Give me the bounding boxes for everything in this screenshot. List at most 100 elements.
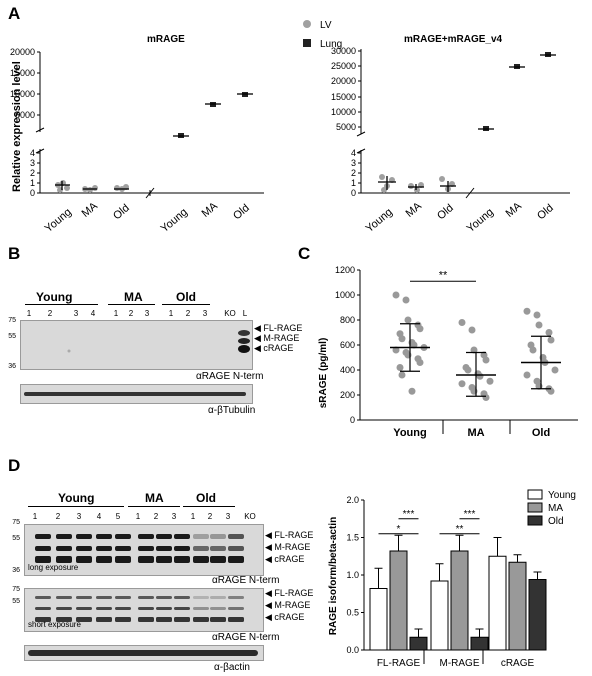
- right-ytick-20000: 20000: [331, 76, 356, 86]
- panel-label-d: D: [8, 456, 21, 475]
- blot-b-band-m-text: M-RAGE: [263, 333, 300, 343]
- blot-d-antibody-3: α-βactin: [214, 662, 250, 673]
- blot-b-lane: 3: [144, 309, 150, 318]
- data-point: [486, 377, 494, 385]
- blot-band: [228, 617, 244, 622]
- blot-b-group-ma: MA: [124, 290, 143, 304]
- x-tick-label: Old: [532, 427, 550, 439]
- blot-b-mw-55: 55: [8, 333, 16, 340]
- right-xtick-ma-lv: MA: [404, 200, 425, 220]
- data-point: [392, 291, 400, 299]
- significance-label: ***: [403, 509, 415, 520]
- right-ytick-10000: 10000: [331, 107, 356, 117]
- data-point: [398, 371, 406, 379]
- data-point: [398, 335, 406, 343]
- left-lung-points: [178, 92, 248, 138]
- panel-label-a: A: [8, 4, 21, 23]
- blot-d1-band-c-text: cRAGE: [274, 554, 305, 564]
- blot-band: [174, 546, 190, 551]
- blot-band: [56, 534, 72, 539]
- panel-label-c: C: [298, 244, 311, 263]
- left-ytick-3: 3: [30, 158, 35, 168]
- blot-band: [193, 556, 209, 563]
- blot-band: [96, 534, 112, 539]
- blot-d-short: short exposure: [24, 588, 264, 632]
- left-ytick-4: 4: [30, 148, 35, 158]
- blot-band: [138, 596, 154, 599]
- y-tick-label: 0.5: [346, 608, 359, 618]
- blot-band: [115, 607, 131, 610]
- bar: [430, 580, 449, 651]
- x-tick-label: FL-RAGE: [377, 658, 421, 669]
- blot-band: [174, 607, 190, 610]
- x-tick-label: cRAGE: [501, 658, 535, 669]
- blot-band: [56, 617, 72, 622]
- blot-band: [174, 596, 190, 599]
- blot-d2-mw-75: 75: [12, 586, 20, 593]
- blot-band: [115, 596, 131, 599]
- blot-band: [76, 534, 92, 539]
- data-point: [529, 346, 537, 354]
- blot-b-lane: 4: [90, 309, 96, 318]
- legend-label: Young: [548, 490, 576, 501]
- blot-band: [156, 534, 172, 539]
- legend-swatch: [527, 489, 543, 500]
- blot-band: [76, 546, 92, 551]
- right-lung-mean-bars: [478, 54, 556, 130]
- blot-band: [96, 607, 112, 610]
- left-xtick-old-lv: Old: [111, 202, 132, 222]
- blot-band: [210, 617, 226, 622]
- blot-b-lane: 2: [128, 309, 134, 318]
- blot-b-band-c: ◀ cRAGE: [254, 343, 294, 353]
- left-lv-points: [55, 180, 129, 193]
- legend-label: Old: [548, 516, 564, 527]
- data-point: [396, 364, 404, 371]
- legend-swatch: [527, 515, 543, 526]
- blot-band: [193, 607, 209, 610]
- blot-b-lane: L: [242, 309, 248, 318]
- y-tick-label: 800: [340, 315, 355, 325]
- blot-b-tubulin: [20, 384, 253, 404]
- data-point: [535, 321, 543, 329]
- data-point: [551, 366, 559, 374]
- panel-a-ylabel: Relative expression level: [11, 61, 23, 192]
- data-point: [458, 380, 466, 388]
- blot-band: [35, 534, 51, 539]
- panel-a-charts: Relative expression level mRAGE mRAGE+mR…: [10, 20, 570, 235]
- blot-d1-band-c: ◀ cRAGE: [265, 554, 305, 564]
- right-ytick-5000: 5000: [336, 122, 356, 132]
- blot-band: [210, 607, 226, 610]
- data-point: [482, 356, 490, 364]
- blot-band: [156, 596, 172, 599]
- blot-band: [76, 556, 92, 563]
- data-point: [464, 366, 472, 374]
- blot-band: [56, 546, 72, 551]
- panel-a-left-title: mRAGE: [147, 34, 185, 45]
- blot-band: [228, 556, 244, 563]
- left-chart-axes: [35, 51, 264, 199]
- panel-label-b: B: [8, 244, 21, 263]
- data-point: [416, 359, 424, 366]
- blot-band: [138, 534, 154, 539]
- blot-band: [115, 546, 131, 551]
- blot-band: [193, 617, 209, 622]
- blot-d-lane: 4: [96, 512, 102, 521]
- blot-d-mw-75: 75: [12, 519, 20, 526]
- blot-b-mw-36: 36: [8, 363, 16, 370]
- blot-b-group-young: Young: [36, 290, 73, 304]
- data-point: [470, 346, 478, 354]
- blot-band: [138, 617, 154, 622]
- x-tick-label: Young: [393, 427, 426, 439]
- right-ytick-1: 1: [351, 178, 356, 188]
- data-point: [408, 387, 416, 395]
- blot-d1-band-fl: ◀ FL-RAGE: [265, 530, 314, 540]
- bar: [488, 555, 507, 651]
- blot-b-mw-75: 75: [8, 317, 16, 324]
- blot-band: [138, 607, 154, 610]
- blot-b-antibody-rage: αRAGE N-term: [196, 371, 264, 382]
- blot-d-lane: 3: [225, 512, 231, 521]
- blot-band: [115, 617, 131, 622]
- data-point: [468, 326, 476, 334]
- blot-band: [210, 534, 226, 539]
- right-xtick-old-lv: Old: [435, 202, 456, 222]
